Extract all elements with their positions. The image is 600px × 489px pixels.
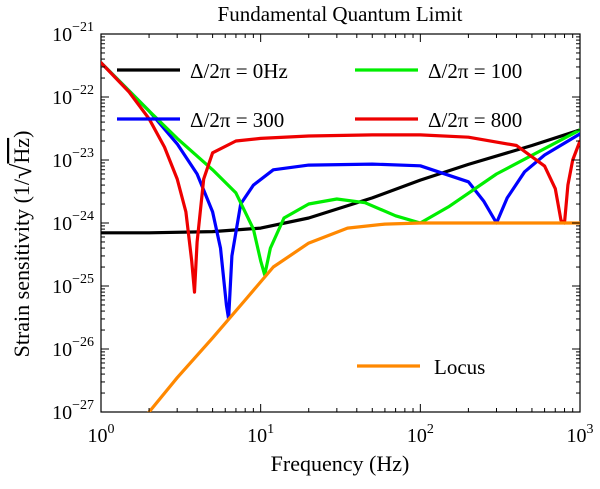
series-line-0 [101,128,580,235]
y-tick-label: 10−24 [52,209,94,235]
legend-label-0: Δ/2π = 0Hz [190,59,288,83]
y-axis-ticks: 10−27 10−26 10−25 10−24 10−23 10−22 10−21 [52,20,580,424]
y-tick-label: 10−23 [52,146,94,172]
x-axis-label: Frequency (Hz) [271,451,410,476]
y-tick-label: 10−25 [52,272,94,298]
y-axis-label-radicand: Hz [9,138,34,164]
series-line-4 [147,221,580,412]
svg-text:Strain sensitivity (1/√Hz): Strain sensitivity (1/√Hz) [7,131,38,358]
chart-title: Fundamental Quantum Limit [218,2,463,26]
legend-label-4: Locus [434,355,485,379]
series-lines [101,61,580,412]
legend-label-3: Δ/2π = 800 [428,108,522,132]
y-tick-label: 10−26 [52,335,94,361]
legend-label-1: Δ/2π = 300 [190,108,284,132]
series-line-3 [101,61,580,294]
y-axis-label-prefix: Strain sensitivity (1/ [9,178,34,357]
x-tick-label: 103 [567,422,594,447]
series-line-2 [101,61,580,277]
x-tick-label: 100 [88,422,115,447]
series-line-1 [101,61,580,321]
y-tick-label: 10−27 [52,398,94,424]
y-tick-label: 10−21 [52,20,94,46]
y-axis-label-suffix: ) [9,131,34,138]
x-tick-label: 102 [407,422,434,447]
legend-label-2: Δ/2π = 100 [428,59,522,83]
sqrt-sign: √ [7,163,38,179]
x-tick-label: 101 [247,422,274,447]
legend: Δ/2π = 0Hz Δ/2π = 300 Δ/2π = 100 Δ/2π = 800… [117,59,522,379]
x-axis-ticks: 100 101 102 103 [88,34,594,447]
y-axis-label: Strain sensitivity (1/√Hz) [7,131,38,358]
y-tick-label: 10−22 [52,83,94,109]
